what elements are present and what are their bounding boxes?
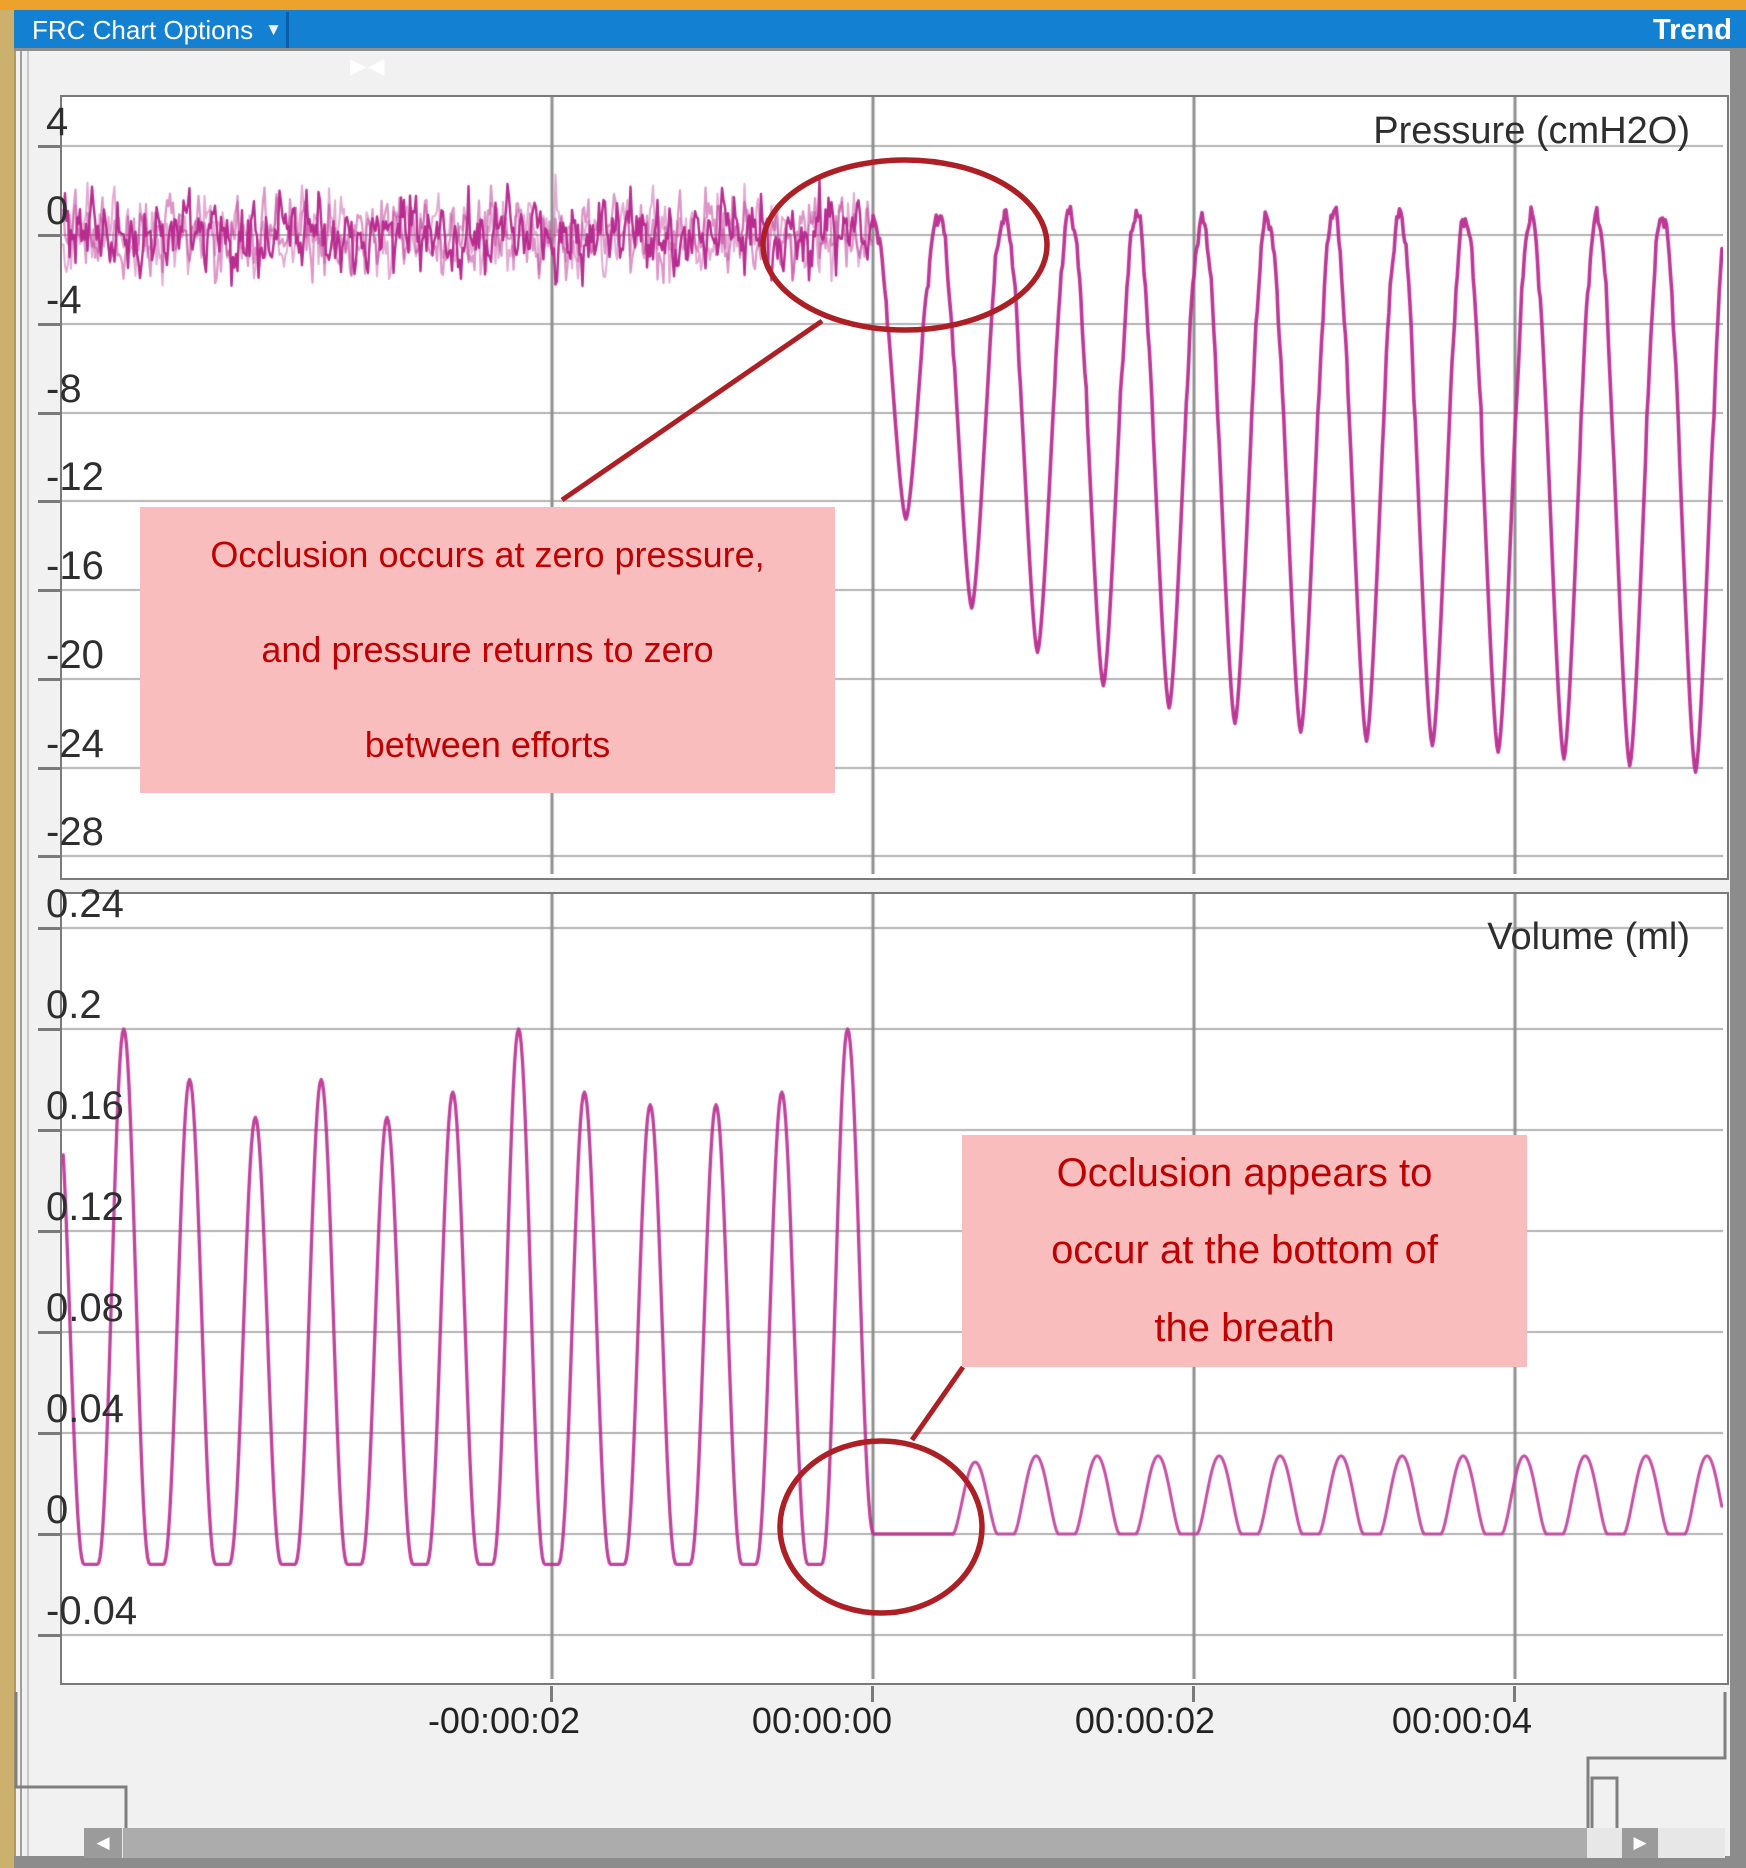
scrollbar-right-arrow-button[interactable]: ▶ <box>1622 1828 1658 1858</box>
annotation-line: Occlusion occurs at zero pressure, <box>210 533 765 575</box>
volume-axis-title: Volume (ml) <box>1487 916 1690 958</box>
annotation-line: between efforts <box>364 724 611 766</box>
window-frame-bottom <box>14 1856 1746 1868</box>
volume-y-tick-mark <box>38 1129 60 1132</box>
pressure-y-tick-mark <box>38 589 60 592</box>
pressure-y-tick-mark <box>38 855 60 858</box>
pressure-y-tick-label: -8 <box>46 367 82 411</box>
frc-chart-options-label: FRC Chart Options <box>32 14 254 45</box>
pressure-y-tick-mark <box>38 500 60 503</box>
time-axis-tick-mark <box>550 1686 553 1702</box>
volume-y-tick-label: 0.16 <box>46 1084 124 1128</box>
pressure-y-tick-label: 0 <box>46 189 69 233</box>
time-axis-label: -00:00:02 <box>427 1700 581 1741</box>
volume-y-tick-mark <box>38 1634 60 1637</box>
arrow-left-icon: ◀ <box>96 1833 110 1852</box>
volume-y-tick-label: 0.12 <box>46 1185 124 1229</box>
volume-y-tick-label: 0.08 <box>46 1286 124 1330</box>
volume-y-tick-label: 0.24 <box>46 882 124 926</box>
panel-border-left-highlight <box>27 51 29 1856</box>
panel-border-top <box>14 48 1730 51</box>
pressure-y-tick-label: -4 <box>46 278 82 322</box>
annotation-line: the breath <box>1154 1305 1335 1350</box>
annotation-line: occur at the bottom of <box>1051 1228 1438 1273</box>
pressure-y-tick-mark <box>38 678 60 681</box>
pressure-y-tick-label: -28 <box>46 810 104 854</box>
scrollbar-left-arrow-button[interactable]: ◀ <box>84 1828 122 1858</box>
pressure-annotation-box: Occlusion occurs at zero pressure, and p… <box>140 507 835 793</box>
pressure-y-tick-label: -12 <box>46 455 104 499</box>
time-axis-label: 00:00:02 <box>1074 1700 1216 1741</box>
volume-y-tick-mark <box>38 1432 60 1435</box>
volume-annotation-box: Occlusion appears to occur at the bottom… <box>962 1135 1527 1367</box>
range-selector-right-handle[interactable] <box>1590 1776 1619 1828</box>
annotation-line: and pressure returns to zero <box>261 628 714 670</box>
volume-y-tick-label: 0.2 <box>46 983 102 1027</box>
time-axis-label: 00:00:04 <box>1391 1700 1533 1741</box>
title-bar: FRC Chart Options ▼ Trend <box>14 10 1746 50</box>
pressure-y-tick-label: -24 <box>46 722 104 766</box>
volume-y-tick-mark <box>38 1028 60 1031</box>
volume-y-tick-mark <box>38 1533 60 1536</box>
panel-border-left <box>20 51 22 1856</box>
pressure-y-tick-mark <box>38 412 60 415</box>
trend-tab[interactable]: Trend <box>1653 14 1732 46</box>
volume-y-tick-mark <box>38 1230 60 1233</box>
titlebar-separator <box>286 12 289 48</box>
volume-y-tick-label: -0.04 <box>46 1589 138 1633</box>
splitter-collapse-icon[interactable]: ▶◀ <box>350 55 387 78</box>
pressure-y-tick-label: -16 <box>46 544 104 588</box>
volume-y-tick-label: 0.04 <box>46 1387 124 1431</box>
arrow-right-icon: ▶ <box>1633 1833 1647 1852</box>
horizontal-scrollbar-thumb[interactable] <box>123 1828 1587 1858</box>
range-selector-right-bracket[interactable] <box>1586 1692 1727 1828</box>
pressure-y-tick-mark <box>38 145 60 148</box>
time-axis-tick-mark <box>1192 1686 1195 1702</box>
time-axis-tick-mark <box>1513 1686 1516 1702</box>
window-frame-right <box>1730 48 1746 1868</box>
volume-y-tick-mark <box>38 927 60 930</box>
annotation-line: Occlusion appears to <box>1056 1151 1433 1196</box>
pressure-axis-title: Pressure (cmH2O) <box>1373 110 1690 152</box>
pressure-y-tick-label: -20 <box>46 633 104 677</box>
window-frame-top <box>0 0 1746 10</box>
chevron-down-icon: ▼ <box>265 20 282 39</box>
pressure-y-tick-label: 4 <box>46 100 69 144</box>
pressure-y-tick-mark <box>38 234 60 237</box>
range-selector-left-bracket[interactable] <box>14 1692 128 1828</box>
window-frame-left <box>0 0 16 1868</box>
frc-chart-options-dropdown[interactable]: FRC Chart Options ▼ <box>32 15 282 46</box>
pressure-y-tick-mark <box>38 323 60 326</box>
time-axis-label: 00:00:00 <box>751 1700 893 1741</box>
volume-y-tick-label: 0 <box>46 1488 69 1532</box>
pressure-y-tick-mark <box>38 767 60 770</box>
time-axis-tick-mark <box>871 1686 874 1702</box>
volume-y-tick-mark <box>38 1331 60 1334</box>
